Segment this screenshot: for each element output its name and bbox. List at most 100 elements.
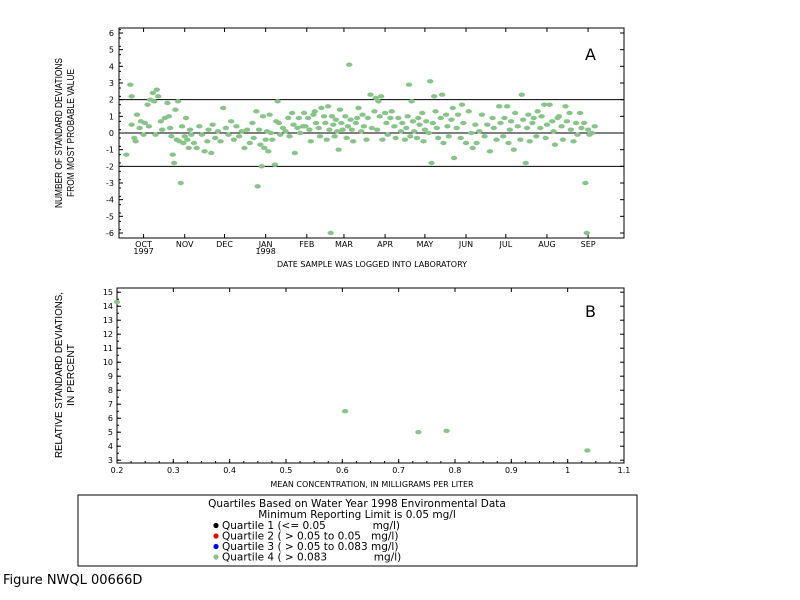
data-point [165, 114, 172, 119]
data-point [153, 87, 161, 92]
data-point [184, 137, 191, 142]
x-tick-label: OCT [135, 240, 152, 249]
data-point [484, 122, 491, 127]
data-point [533, 134, 540, 139]
data-point [291, 150, 299, 156]
y-tick-label: 5 [108, 428, 113, 437]
data-point [326, 127, 333, 132]
data-point [275, 120, 283, 126]
data-point [429, 120, 437, 126]
data-point [555, 114, 563, 119]
data-point [514, 124, 521, 129]
panel-b-y-axis-title-line1: RELATIVE STANDARD DEVIATIONS, [54, 292, 65, 458]
data-point [254, 184, 261, 189]
data-point [324, 104, 332, 109]
data-point [350, 139, 357, 144]
data-point [381, 110, 389, 116]
data-point [136, 125, 143, 131]
data-point [208, 150, 215, 156]
data-point [541, 102, 548, 107]
data-point [518, 92, 525, 97]
data-point [384, 132, 391, 137]
data-point [434, 135, 442, 141]
y-tick-label: 14 [103, 302, 113, 311]
data-point [572, 120, 580, 126]
data-point [336, 107, 344, 112]
data-point [469, 145, 476, 151]
data-point [261, 145, 268, 151]
data-point [339, 127, 346, 132]
data-point [347, 117, 354, 122]
data-point [196, 124, 203, 129]
data-point [576, 110, 584, 116]
y-tick-label: 3 [108, 456, 113, 465]
panel-a-y-axis-title: NUMBER OF STANDARD DEVIATIONS FROM MOST … [54, 58, 77, 208]
data-point [304, 115, 312, 121]
x-tick-label: 0.8 [449, 466, 462, 475]
data-point [274, 99, 281, 104]
x-tick-label: SEP [581, 240, 596, 249]
data-point [323, 137, 330, 142]
data-point [233, 124, 240, 129]
x-tick-label: JUN [458, 240, 473, 249]
data-point [559, 137, 567, 142]
data-point [315, 125, 322, 131]
data-point [457, 135, 464, 141]
data-point [413, 135, 421, 141]
data-point [578, 125, 585, 131]
data-point [285, 115, 292, 121]
data-point [346, 62, 353, 67]
data-point [580, 120, 588, 126]
panel-a-y-axis-title-line2: FROM MOST PROBABLE VALUE [66, 69, 77, 197]
data-point [489, 115, 496, 121]
data-point [169, 152, 176, 157]
data-point [567, 127, 575, 132]
data-point [127, 82, 134, 87]
data-point [404, 114, 411, 119]
data-point [486, 149, 494, 154]
data-point [128, 94, 135, 99]
y-tick-label: -6 [106, 229, 114, 238]
data-point [209, 122, 216, 127]
data-point [144, 102, 151, 107]
data-point [421, 127, 429, 132]
y-tick-label: 7 [108, 400, 113, 409]
data-point [262, 137, 269, 142]
legend-marker [213, 522, 219, 529]
data-point [534, 109, 541, 114]
data-point [157, 119, 165, 124]
data-point [359, 112, 366, 117]
data-point [360, 124, 368, 129]
legend-title-line1: Quartiles Based on Water Year 1998 Envir… [208, 498, 506, 510]
data-point [546, 102, 553, 107]
y-tick-label: 9 [108, 372, 113, 381]
data-point [250, 135, 257, 141]
data-point [230, 137, 238, 142]
y-tick-label: 0 [109, 129, 114, 138]
data-point [174, 99, 182, 104]
data-point [235, 134, 243, 139]
data-point [392, 135, 399, 141]
data-point [201, 149, 208, 154]
data-point [419, 110, 426, 116]
data-point [227, 119, 235, 124]
data-point [397, 129, 405, 134]
data-point [294, 125, 301, 131]
data-point [128, 122, 135, 127]
data-point [164, 100, 171, 106]
data-point [583, 230, 590, 236]
legend-marker [213, 533, 219, 539]
data-point [246, 140, 253, 146]
y-tick-label: 13 [103, 316, 113, 325]
data-point [354, 115, 361, 121]
data-point [465, 109, 472, 114]
data-point [416, 122, 423, 127]
data-point [302, 124, 309, 129]
data-point [131, 135, 138, 141]
data-point [241, 145, 248, 151]
data-point [238, 129, 245, 134]
data-point [473, 140, 480, 146]
